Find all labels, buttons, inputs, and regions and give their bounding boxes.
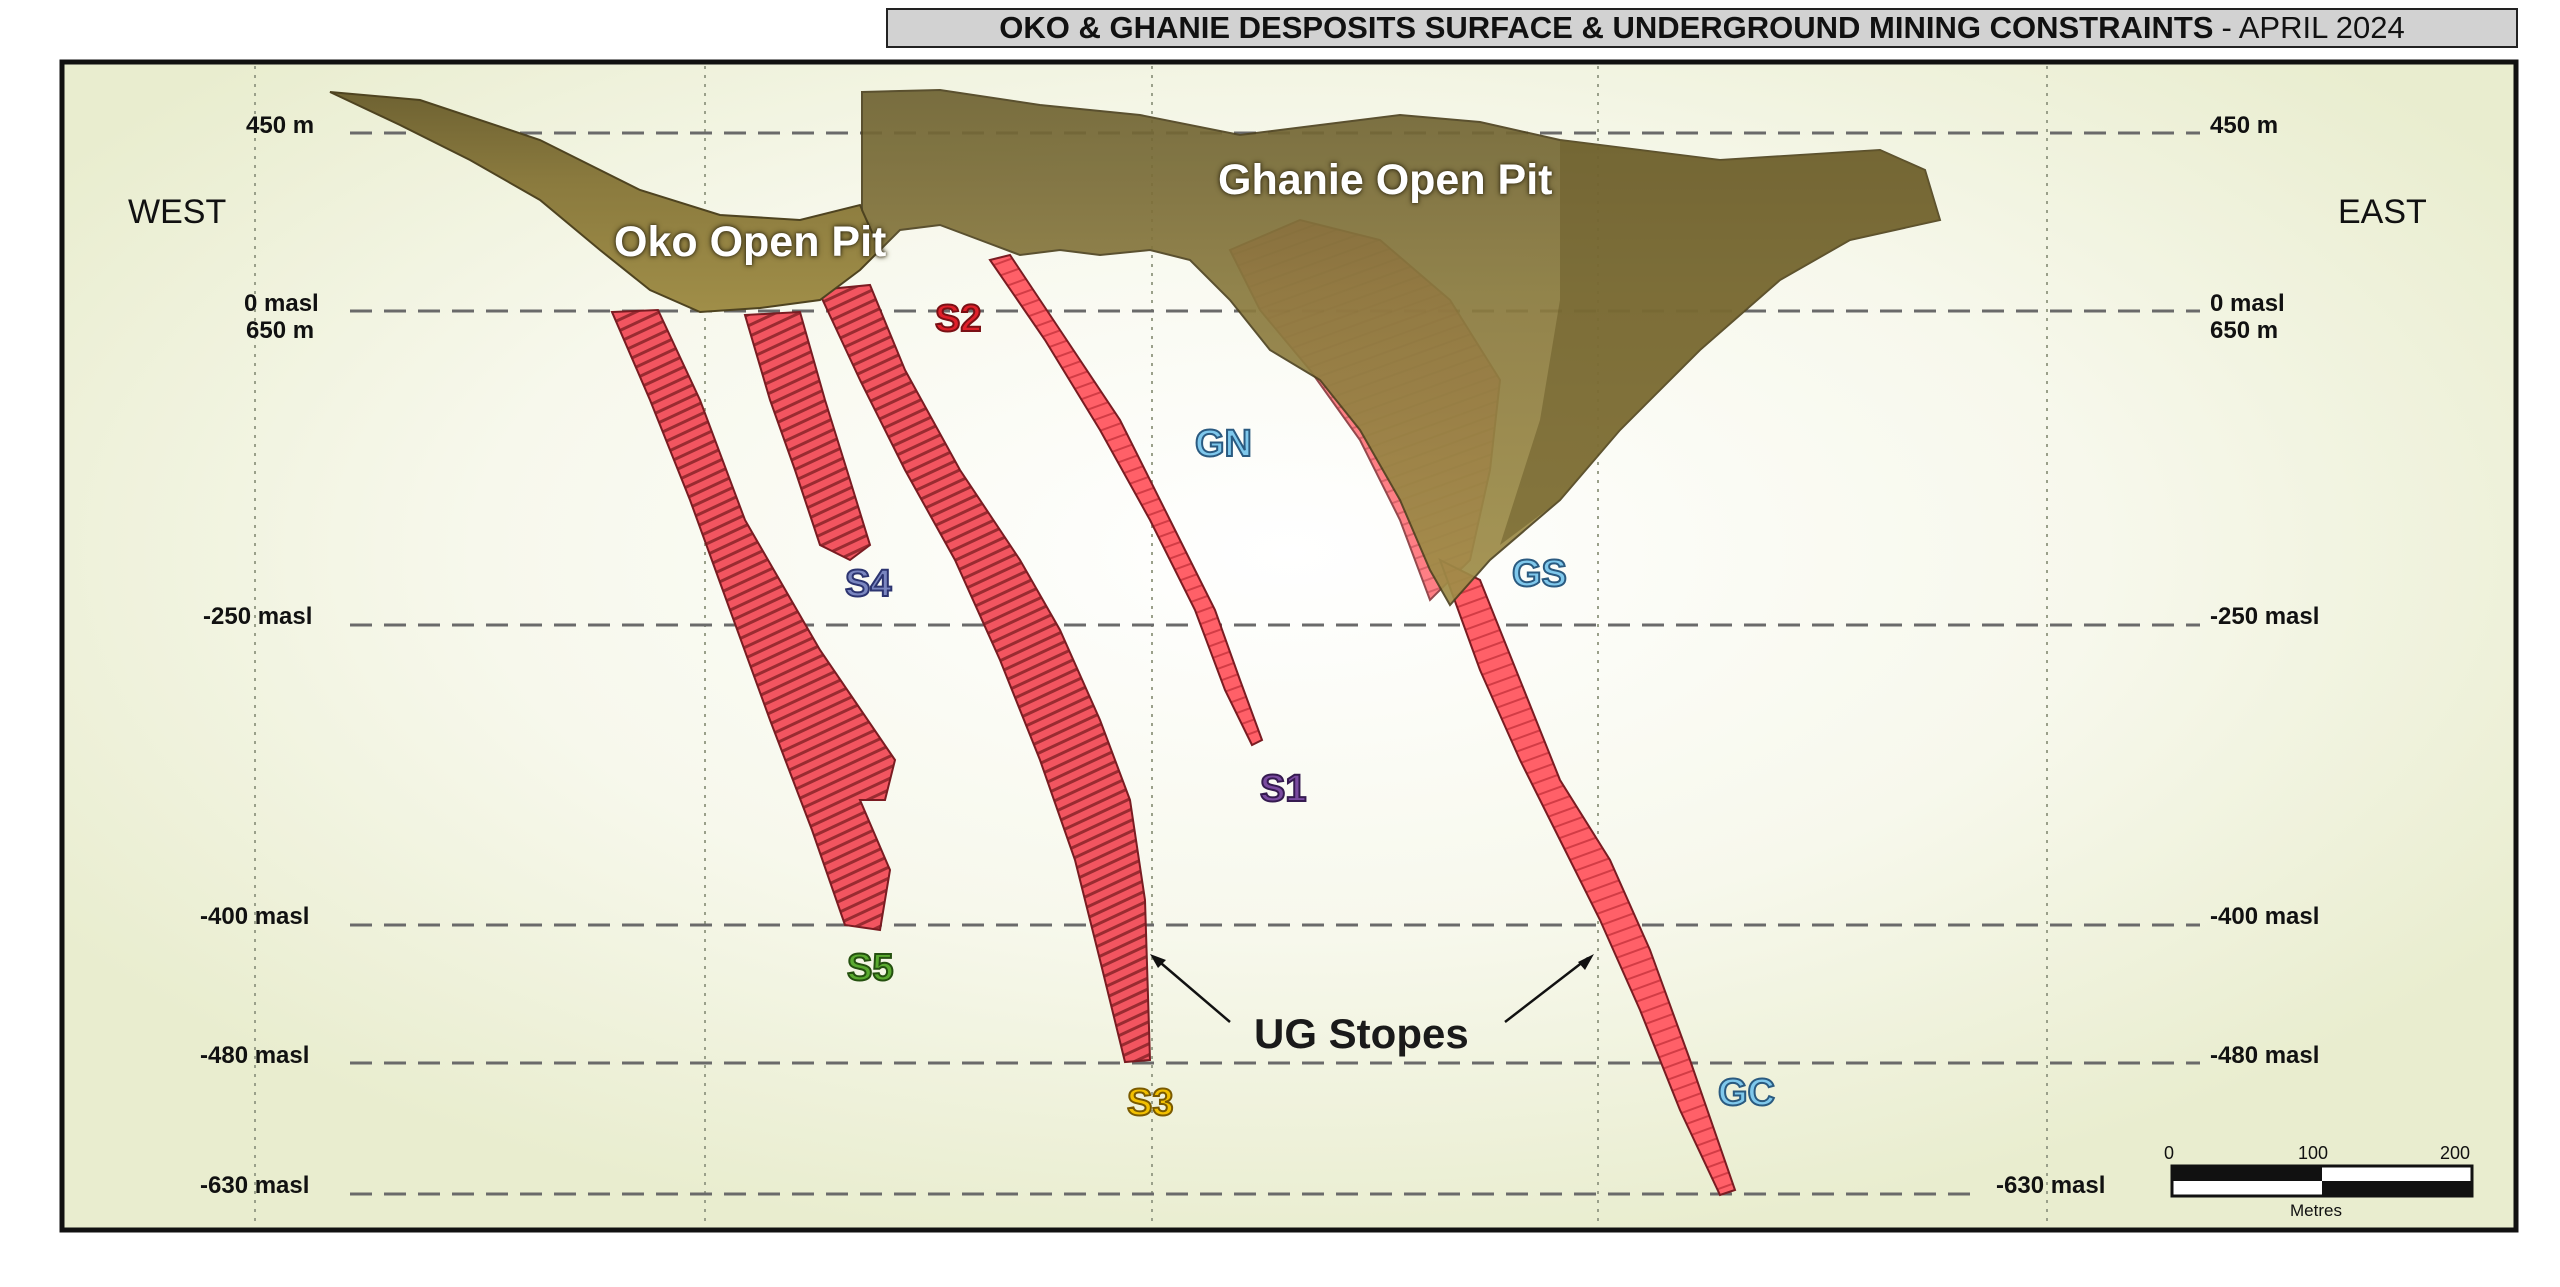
stope-s4-body — [743, 310, 872, 562]
zone-label-gs: GS — [1511, 552, 1568, 596]
stope-s5-body — [610, 308, 897, 932]
level-left-m630: -630 masl — [200, 1172, 310, 1199]
ug-stopes-arrows — [1150, 954, 1594, 1023]
level-right-450: 450 m — [2210, 112, 2279, 139]
scale-label-0: 0 — [2164, 1143, 2175, 1163]
level-left-0: 0 masl — [244, 290, 319, 317]
level-left-m400: -400 masl — [200, 903, 310, 930]
label-east: EAST — [2338, 193, 2427, 231]
zone-label-s4: S4 — [844, 562, 893, 606]
level-left-m480: -480 masl — [200, 1042, 310, 1069]
level-right-650: 650 m — [2210, 317, 2279, 344]
zone-label-s1: S1 — [1259, 767, 1308, 811]
zone-label-gn: GN — [1194, 422, 1253, 466]
title-date: - APRIL 2024 — [2221, 10, 2405, 45]
title-main: OKO & GHANIE DESPOSITS SURFACE & UNDERGR… — [999, 10, 2214, 45]
ghanie-pit-label: Ghanie Open Pit — [1218, 156, 1553, 204]
oko-pit-shell — [329, 91, 882, 314]
level-right-m400: -400 masl — [2210, 903, 2320, 930]
zone-label-s5: S5 — [846, 946, 895, 990]
level-left-450: 450 m — [246, 112, 315, 139]
scale-bar — [2170, 1164, 2474, 1198]
level-right-m630: -630 masl — [1996, 1172, 2106, 1199]
stope-s3-body — [816, 283, 1152, 1064]
zone-label-s2: S2 — [934, 297, 983, 341]
ug-stopes-label: UG Stopes — [1254, 1010, 1469, 1057]
zone-label-s3: S3 — [1126, 1081, 1175, 1125]
scale-label-200: 200 — [2440, 1143, 2471, 1163]
panel-border — [59, 59, 2519, 1233]
level-left-m250: -250 masl — [203, 603, 313, 630]
level-right-m250: -250 masl — [2210, 603, 2320, 630]
ghanie-pit-face — [1500, 140, 1940, 545]
stope-gc-body — [1438, 557, 1737, 1197]
oko-pit-label: Oko Open Pit — [614, 218, 887, 266]
level-left-650: 650 m — [246, 317, 315, 344]
level-right-m480: -480 masl — [2210, 1042, 2320, 1069]
scale-label-unit: Metres — [2290, 1201, 2342, 1220]
title-bar: OKO & GHANIE DESPOSITS SURFACE & UNDERGR… — [886, 8, 2518, 48]
scale-label-100: 100 — [2298, 1143, 2329, 1163]
zone-label-gc: GC — [1717, 1071, 1776, 1115]
level-right-0: 0 masl — [2210, 290, 2285, 317]
stope-s2-body — [988, 253, 1264, 747]
label-west: WEST — [128, 193, 227, 231]
open-pits — [329, 88, 1942, 607]
